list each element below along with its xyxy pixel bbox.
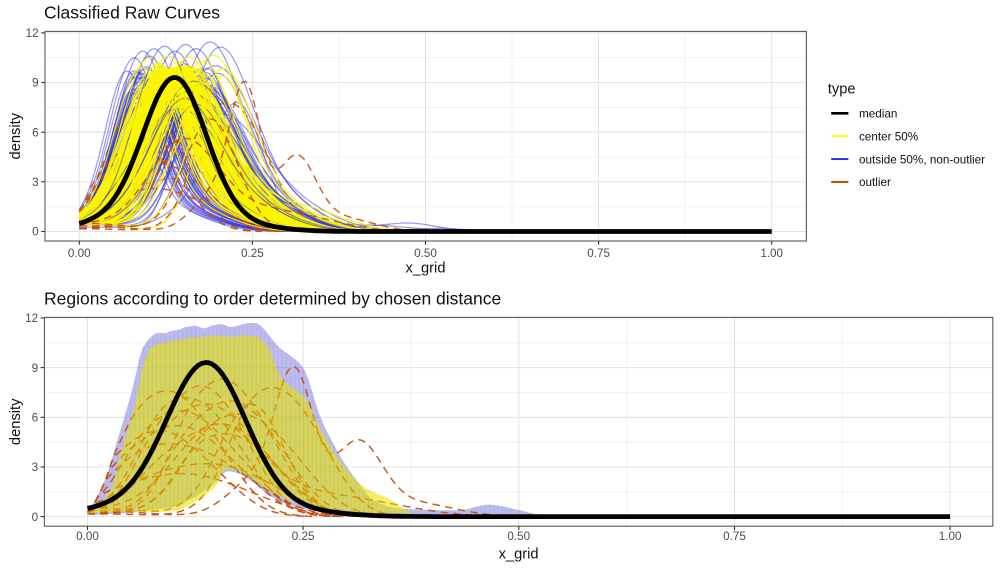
svg-text:6: 6 (32, 126, 39, 139)
svg-text:density: density (8, 112, 24, 159)
svg-text:median: median (859, 108, 897, 121)
svg-text:outside 50%, non-outlier: outside 50%, non-outlier (859, 153, 985, 166)
svg-text:1.00: 1.00 (939, 530, 962, 543)
svg-text:outlier: outlier (859, 176, 891, 189)
svg-text:9: 9 (32, 362, 39, 375)
svg-text:3: 3 (32, 461, 39, 474)
svg-text:0.50: 0.50 (507, 530, 530, 543)
svg-text:12: 12 (25, 312, 38, 325)
svg-text:type: type (828, 81, 856, 97)
svg-text:0.00: 0.00 (76, 530, 99, 543)
svg-text:1.00: 1.00 (760, 247, 783, 260)
svg-text:6: 6 (32, 412, 39, 425)
svg-text:0.50: 0.50 (414, 247, 437, 260)
svg-text:0.00: 0.00 (68, 247, 91, 260)
svg-text:Regions according to order det: Regions according to order determined by… (44, 289, 501, 309)
svg-text:Classified Raw Curves: Classified Raw Curves (44, 3, 220, 23)
svg-text:0: 0 (32, 226, 39, 239)
svg-text:center 50%: center 50% (859, 130, 918, 143)
svg-text:0.25: 0.25 (292, 530, 315, 543)
svg-text:3: 3 (32, 176, 39, 189)
svg-text:x_grid: x_grid (405, 261, 445, 277)
svg-text:0.25: 0.25 (241, 247, 264, 260)
svg-text:0.75: 0.75 (587, 247, 610, 260)
svg-text:density: density (8, 398, 24, 445)
svg-text:9: 9 (32, 77, 39, 90)
svg-text:0: 0 (32, 511, 39, 524)
svg-text:12: 12 (26, 27, 39, 40)
svg-text:0.75: 0.75 (723, 530, 746, 543)
svg-text:x_grid: x_grid (499, 547, 539, 563)
